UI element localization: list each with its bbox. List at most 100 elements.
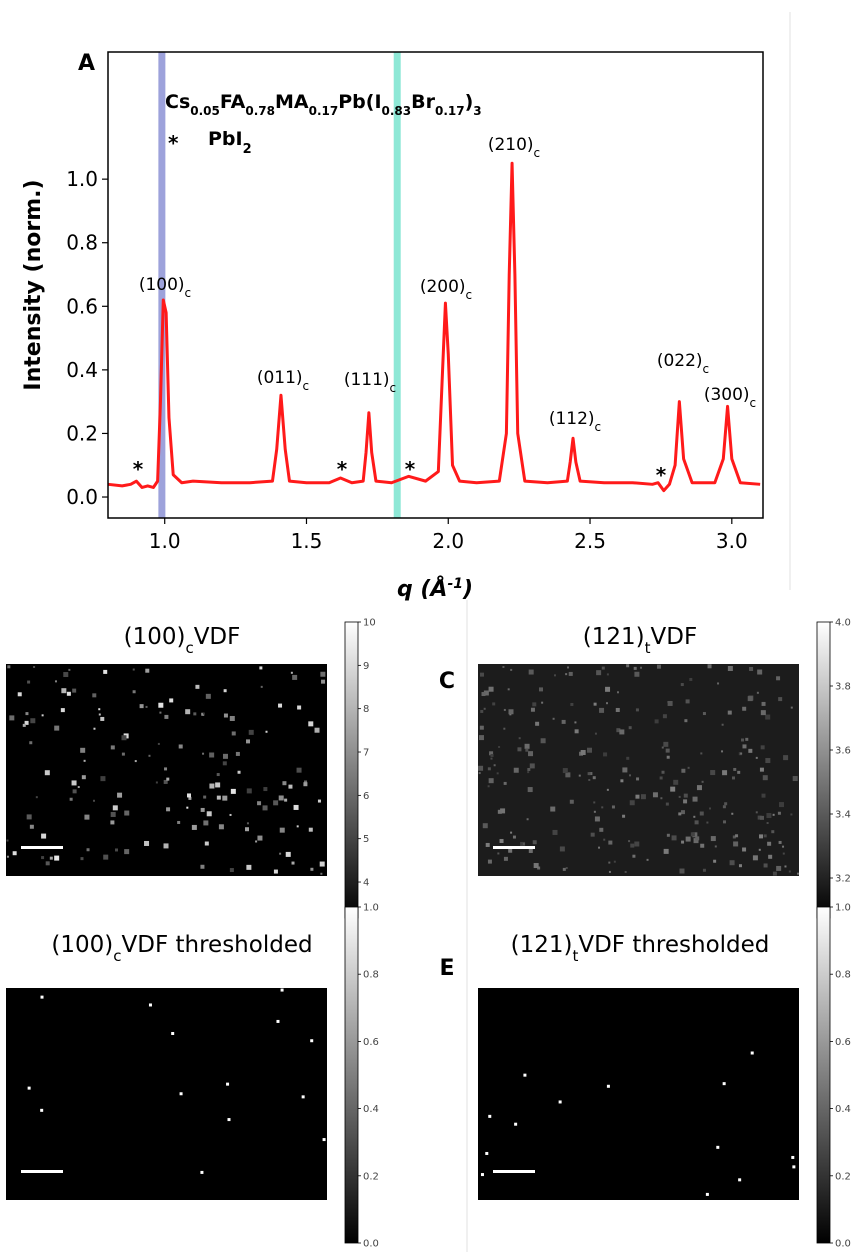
image-speckle — [45, 861, 50, 866]
image-speckle — [201, 712, 205, 716]
image-speckle — [601, 806, 604, 809]
image-speckle — [741, 738, 745, 742]
image-speckle — [733, 767, 737, 771]
image-speckle — [738, 864, 742, 868]
y-tick-label: 0.0 — [66, 485, 98, 509]
image-speckle — [578, 774, 581, 777]
image-speckle — [68, 668, 71, 671]
image-speckle — [530, 707, 535, 712]
image-speckle — [81, 775, 86, 780]
y-tick-label: 0.6 — [66, 294, 98, 318]
image-speckle — [508, 709, 514, 715]
image-speckle — [760, 745, 765, 750]
image-speckle — [588, 778, 591, 781]
image-speckle — [114, 848, 118, 852]
image-speckle — [310, 1039, 314, 1043]
image-speckle — [237, 770, 241, 774]
image-speckle — [589, 772, 593, 776]
image-speckle — [541, 701, 544, 704]
image-speckle — [765, 758, 771, 764]
panel-title: (121)tVDF thresholded — [511, 932, 770, 965]
image-speckle — [526, 818, 529, 821]
image-speckle — [514, 1122, 518, 1126]
image-speckle — [767, 841, 772, 846]
image-speckle — [145, 705, 148, 708]
image-speckle — [483, 707, 486, 710]
image-speckle — [485, 842, 490, 847]
image-speckle — [596, 670, 602, 676]
image-speckle — [209, 752, 215, 758]
panel-label: A — [78, 51, 95, 76]
image-speckle — [93, 727, 96, 730]
image-speckle — [164, 767, 168, 771]
text-script: 0.17 — [435, 104, 465, 118]
peak-label: (100)c — [139, 275, 191, 300]
image-speckle — [768, 854, 773, 859]
image-speckle — [721, 723, 724, 726]
text-part: ) — [465, 91, 474, 113]
image-speckle — [498, 745, 501, 748]
text-script: c — [390, 381, 397, 395]
colorbar-tick-label: 8 — [363, 704, 369, 715]
colorbar-tick-label: 6 — [363, 791, 369, 802]
image-speckle — [679, 868, 685, 874]
image-speckle — [709, 807, 712, 810]
colorbar-tick-label: 4 — [363, 878, 369, 889]
image-speckle — [626, 756, 630, 760]
image-speckle — [562, 768, 568, 774]
image-speckle — [518, 737, 521, 740]
text-part: Cs — [165, 91, 190, 113]
text-script: c — [703, 362, 710, 376]
text-script: 0.05 — [190, 104, 220, 118]
image-speckle — [22, 723, 26, 727]
image-speckle — [714, 845, 717, 848]
text-part: VDF thresholded — [122, 932, 313, 958]
colorbar-tick-label: 0.6 — [363, 1037, 379, 1048]
image-speckle — [681, 768, 686, 773]
image-speckle — [100, 776, 106, 782]
panel-label: C — [439, 669, 455, 694]
image-speckle — [292, 674, 298, 680]
image-speckle — [262, 805, 268, 811]
image-speckle — [722, 820, 726, 824]
image-speckle — [748, 748, 753, 753]
image-speckle — [296, 767, 302, 773]
image-speckle — [7, 665, 11, 669]
image-speckle — [319, 861, 325, 867]
text-part: (121) — [583, 624, 645, 650]
image-speckle — [608, 840, 613, 845]
text-script: c — [595, 420, 602, 434]
image-speckle — [26, 814, 32, 820]
image-speckle — [796, 872, 799, 875]
image-speckle — [103, 669, 108, 674]
image-speckle — [684, 719, 688, 723]
image-speckle — [622, 767, 628, 773]
image-speckle — [735, 834, 739, 838]
image-speckle — [742, 706, 747, 711]
image-speckle — [497, 852, 500, 855]
image-speckle — [158, 702, 164, 708]
image-speckle — [552, 829, 558, 835]
image-speckle — [747, 696, 753, 702]
x-axis-label: q (Å-1) — [397, 576, 473, 602]
image-speckle — [49, 856, 53, 860]
image-speckle — [203, 820, 209, 826]
image-speckle — [695, 836, 700, 841]
image-speckle — [729, 860, 735, 866]
image-speckle — [27, 680, 31, 684]
peak-label: (022)c — [657, 351, 709, 376]
image-speckle — [532, 840, 537, 845]
text-part: (100) — [51, 932, 113, 958]
image-speckle — [700, 752, 703, 755]
image-speckle — [632, 854, 636, 858]
image-speckle — [229, 868, 234, 873]
image-speckle — [733, 841, 739, 847]
image — [478, 988, 799, 1200]
image-speckle — [525, 748, 529, 752]
image-speckle — [727, 710, 732, 715]
image-speckle — [574, 729, 579, 734]
image-speckle — [288, 784, 293, 789]
image-speckle — [492, 702, 496, 706]
x-tick-label: 3.0 — [716, 529, 748, 553]
image-speckle — [724, 802, 728, 806]
